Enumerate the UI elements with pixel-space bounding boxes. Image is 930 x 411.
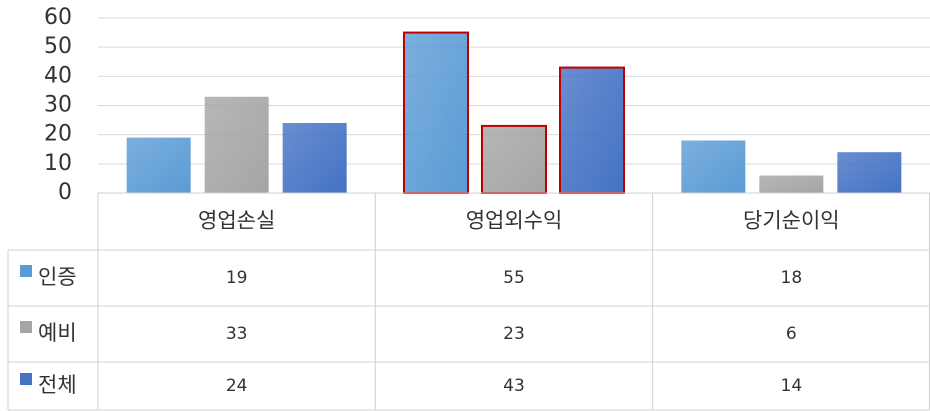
legend-key xyxy=(20,265,32,277)
data-label: 24 xyxy=(226,376,248,396)
bar xyxy=(403,31,469,195)
legend-label: 전체 xyxy=(38,373,77,397)
x-tick-label: 영업손실 xyxy=(198,209,275,233)
bar xyxy=(282,123,347,193)
bar xyxy=(481,124,547,194)
y-tick-label: 30 xyxy=(44,93,72,118)
data-label: 14 xyxy=(781,376,803,396)
data-label: 23 xyxy=(503,324,525,344)
y-tick-label: 50 xyxy=(44,34,72,59)
bar xyxy=(681,140,746,193)
bar xyxy=(837,152,902,193)
legend-label: 예비 xyxy=(38,321,77,345)
y-tick-label: 20 xyxy=(44,122,72,147)
y-tick-label: 10 xyxy=(44,151,72,176)
x-tick-label: 당기순이익 xyxy=(743,209,840,233)
bar xyxy=(759,175,824,193)
data-label: 33 xyxy=(226,324,248,344)
data-label: 55 xyxy=(503,268,525,288)
legend-label: 인증 xyxy=(38,265,77,289)
data-label: 43 xyxy=(503,376,525,396)
bar xyxy=(559,66,625,194)
bar xyxy=(204,96,269,193)
data-label: 18 xyxy=(781,268,803,288)
data-label: 6 xyxy=(786,324,797,344)
y-tick-label: 40 xyxy=(44,63,72,88)
x-tick-label: 영업외수익 xyxy=(466,209,563,233)
y-tick-label: 60 xyxy=(44,5,72,30)
data-label: 19 xyxy=(226,268,248,288)
legend-key xyxy=(20,373,32,385)
y-tick-label: 0 xyxy=(58,180,72,205)
legend-key xyxy=(20,321,32,333)
bar xyxy=(126,137,191,193)
